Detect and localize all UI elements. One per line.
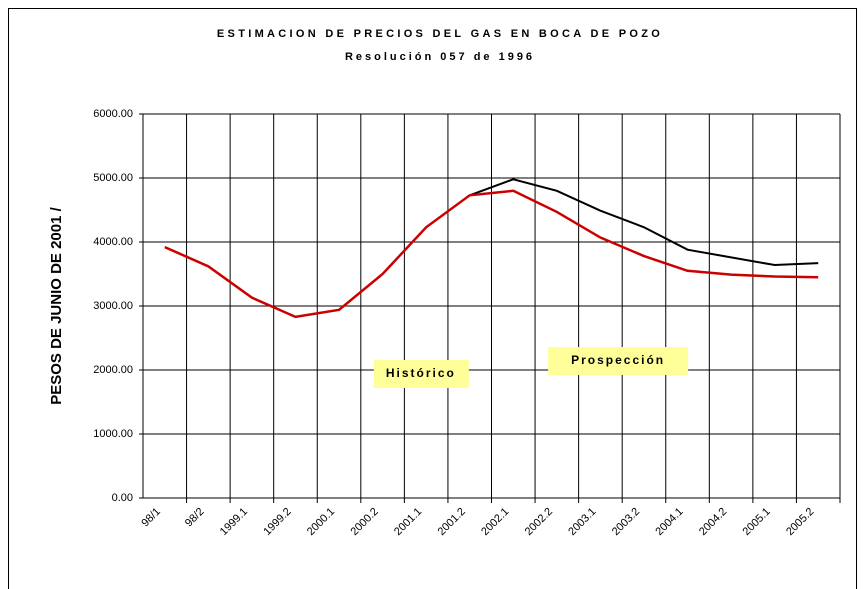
- y-tick-label: 2000.00: [93, 364, 133, 376]
- y-tick-label: 3000.00: [93, 300, 133, 312]
- chart-subtitle: Resolución 057 de 1996: [345, 51, 535, 63]
- y-tick-label: 1000.00: [93, 428, 133, 440]
- annotation: Histórico: [386, 366, 456, 380]
- y-tick-label: 6000.00: [93, 108, 133, 120]
- annotation-box: [548, 347, 689, 375]
- annotation: Prospección: [571, 353, 665, 367]
- y-tick-label: 0.00: [112, 492, 133, 504]
- chart-title: ESTIMACION DE PRECIOS DEL GAS EN BOCA DE…: [217, 28, 663, 40]
- series-line: [469, 178, 819, 267]
- y-axis-label: PESOS DE JUNIO DE 2001 /: [48, 206, 65, 404]
- y-tick-label: 5000.00: [93, 172, 133, 184]
- annotation-box: [373, 360, 469, 388]
- series-line: [164, 189, 819, 319]
- chart-frame: [8, 8, 857, 589]
- y-tick-label: 4000.00: [93, 236, 133, 248]
